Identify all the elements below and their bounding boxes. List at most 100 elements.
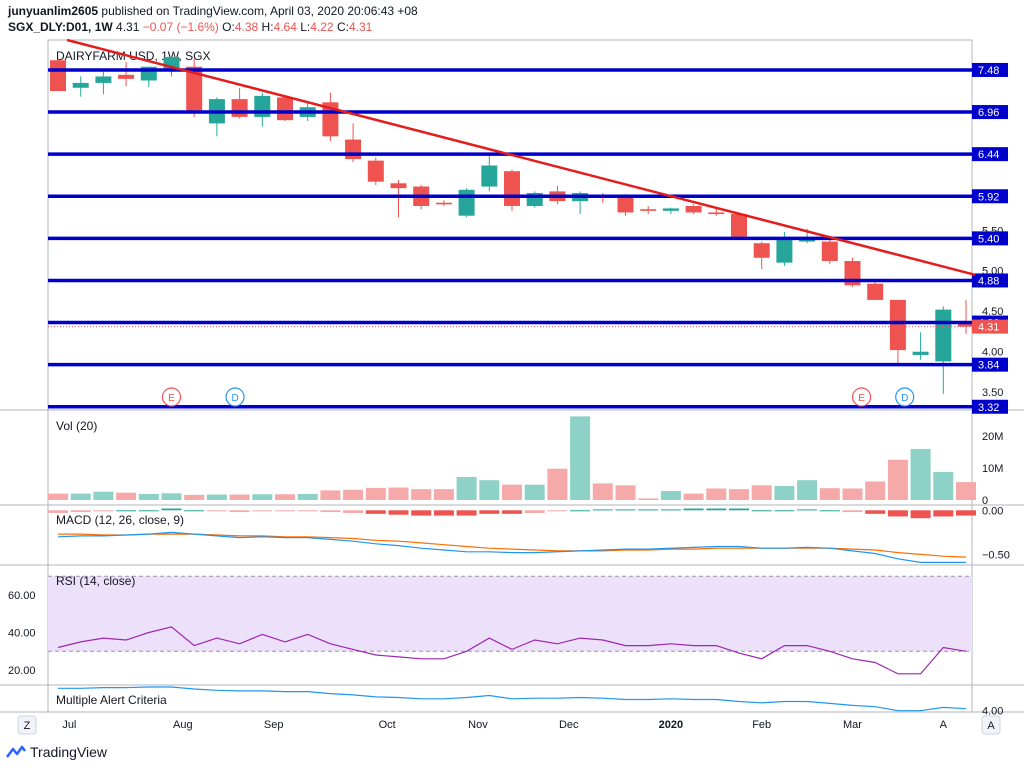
volume-bar xyxy=(229,494,250,500)
volume-bar xyxy=(797,480,818,500)
event-label: D xyxy=(231,393,238,404)
rsi-line xyxy=(57,626,967,675)
time-axis-label: Dec xyxy=(559,719,579,731)
low-value: 4.22 xyxy=(310,20,334,34)
level-price-tag xyxy=(972,147,1008,162)
volume-bar xyxy=(887,459,908,500)
tradingview-logo-icon xyxy=(6,745,26,758)
level-price-label: 7.48 xyxy=(978,65,999,77)
volume-bar xyxy=(184,494,205,500)
macd-histogram-bar xyxy=(184,510,205,512)
level-price-label: 3.32 xyxy=(978,402,999,414)
candle-body xyxy=(617,197,634,213)
macd-histogram-bar xyxy=(524,510,545,513)
time-axis-label: Nov xyxy=(468,719,488,731)
time-axis-label: Aug xyxy=(173,719,193,731)
candle-body xyxy=(72,82,89,88)
volume-bar xyxy=(706,488,727,500)
macd-histogram-bar xyxy=(365,510,386,514)
candle-body xyxy=(458,189,475,216)
level-price-tag xyxy=(972,399,1008,414)
volume-bar xyxy=(320,490,341,500)
macd-histogram-bar xyxy=(842,510,863,513)
symbol-legend: SGX_DLY:D01, 1W 4.31 −0.07 (−1.6%) O:4.3… xyxy=(8,20,372,34)
candle-body xyxy=(731,214,747,237)
event-label: E xyxy=(858,393,865,404)
low-label: L: xyxy=(300,20,311,34)
macd-histogram-bar xyxy=(229,510,250,513)
macd-histogram-bar xyxy=(638,509,659,511)
volume-bar xyxy=(70,493,91,500)
macd-histogram-bar xyxy=(343,510,364,513)
rsi-band xyxy=(48,576,972,652)
volume-bar xyxy=(592,483,613,500)
macd-histogram-bar xyxy=(865,510,886,514)
level-price-label: 5.40 xyxy=(978,233,999,245)
high-label: H: xyxy=(261,20,274,34)
tradingview-brand[interactable]: TradingView xyxy=(6,744,107,760)
macd-histogram-bar xyxy=(479,510,500,514)
published-text: published on TradingView.com, April 03, … xyxy=(101,4,418,18)
candle-body xyxy=(277,97,293,121)
current-price-tag xyxy=(972,319,1008,334)
volume-label: Vol (20) xyxy=(56,419,97,433)
earnings-event-icon xyxy=(851,387,872,407)
time-axis-label: Jul xyxy=(62,719,76,731)
volume-bar xyxy=(433,489,454,500)
candle-body xyxy=(889,299,906,351)
macd-histogram-bar xyxy=(592,509,613,511)
last-price: 4.31 xyxy=(116,20,140,34)
candle-body xyxy=(640,209,657,211)
rsi-label: RSI (14, close) xyxy=(56,574,135,588)
level-price-label: 5.92 xyxy=(978,191,999,203)
macd-histogram-bar xyxy=(433,510,454,516)
time-axis-label: Mar xyxy=(843,719,862,731)
level-price-tag xyxy=(972,273,1008,288)
current-price-label: 4.31 xyxy=(978,322,999,334)
price-tick-label: 3.50 xyxy=(982,387,1003,399)
time-axis-label: Feb xyxy=(752,719,771,731)
rsi-tick-label: 20.00 xyxy=(8,665,36,677)
macd-histogram-bar xyxy=(774,510,795,512)
volume-bar xyxy=(683,493,704,500)
volume-bar xyxy=(411,489,432,500)
volume-bar xyxy=(615,485,636,500)
level-price-tag xyxy=(972,357,1008,372)
alert-label: Multiple Alert Criteria xyxy=(56,693,167,707)
downtrend-line xyxy=(66,38,976,277)
volume-bar xyxy=(751,485,772,500)
price-change: −0.07 (−1.6%) xyxy=(142,20,219,34)
volume-bar xyxy=(502,484,522,500)
candle-body xyxy=(231,99,248,117)
candle-body xyxy=(821,241,838,262)
time-axis-label: Sep xyxy=(264,719,284,731)
volume-bar xyxy=(842,488,863,500)
volume-bar xyxy=(774,485,795,500)
macd-histogram-bar xyxy=(956,510,976,516)
open-value: 4.38 xyxy=(234,20,259,34)
macd-histogram-bar xyxy=(252,510,273,512)
close-value: 4.31 xyxy=(348,20,373,34)
level-price-tag xyxy=(972,231,1008,246)
brand-name: TradingView xyxy=(30,744,108,760)
macd-histogram-bar xyxy=(819,510,840,512)
volume-bar xyxy=(116,492,137,500)
volume-bar xyxy=(297,493,318,500)
volume-bar xyxy=(819,488,840,500)
volume-bar xyxy=(456,477,477,500)
volume-bar xyxy=(865,481,886,500)
open-label: O: xyxy=(222,20,235,34)
level-price-label: 3.84 xyxy=(978,360,999,372)
candle-body xyxy=(163,57,180,69)
macd-histogram-bar xyxy=(706,508,727,511)
macd-histogram-bar xyxy=(48,510,68,513)
candle-body xyxy=(753,243,770,258)
volume-bar xyxy=(729,489,749,500)
rsi-tick-label: 60.00 xyxy=(8,590,36,602)
author-name[interactable]: junyuanlim2605 xyxy=(8,4,99,18)
volume-bar xyxy=(161,493,182,500)
macd-histogram-bar xyxy=(70,510,91,513)
level-price-tag xyxy=(972,189,1008,204)
earnings-event-icon xyxy=(161,387,182,407)
